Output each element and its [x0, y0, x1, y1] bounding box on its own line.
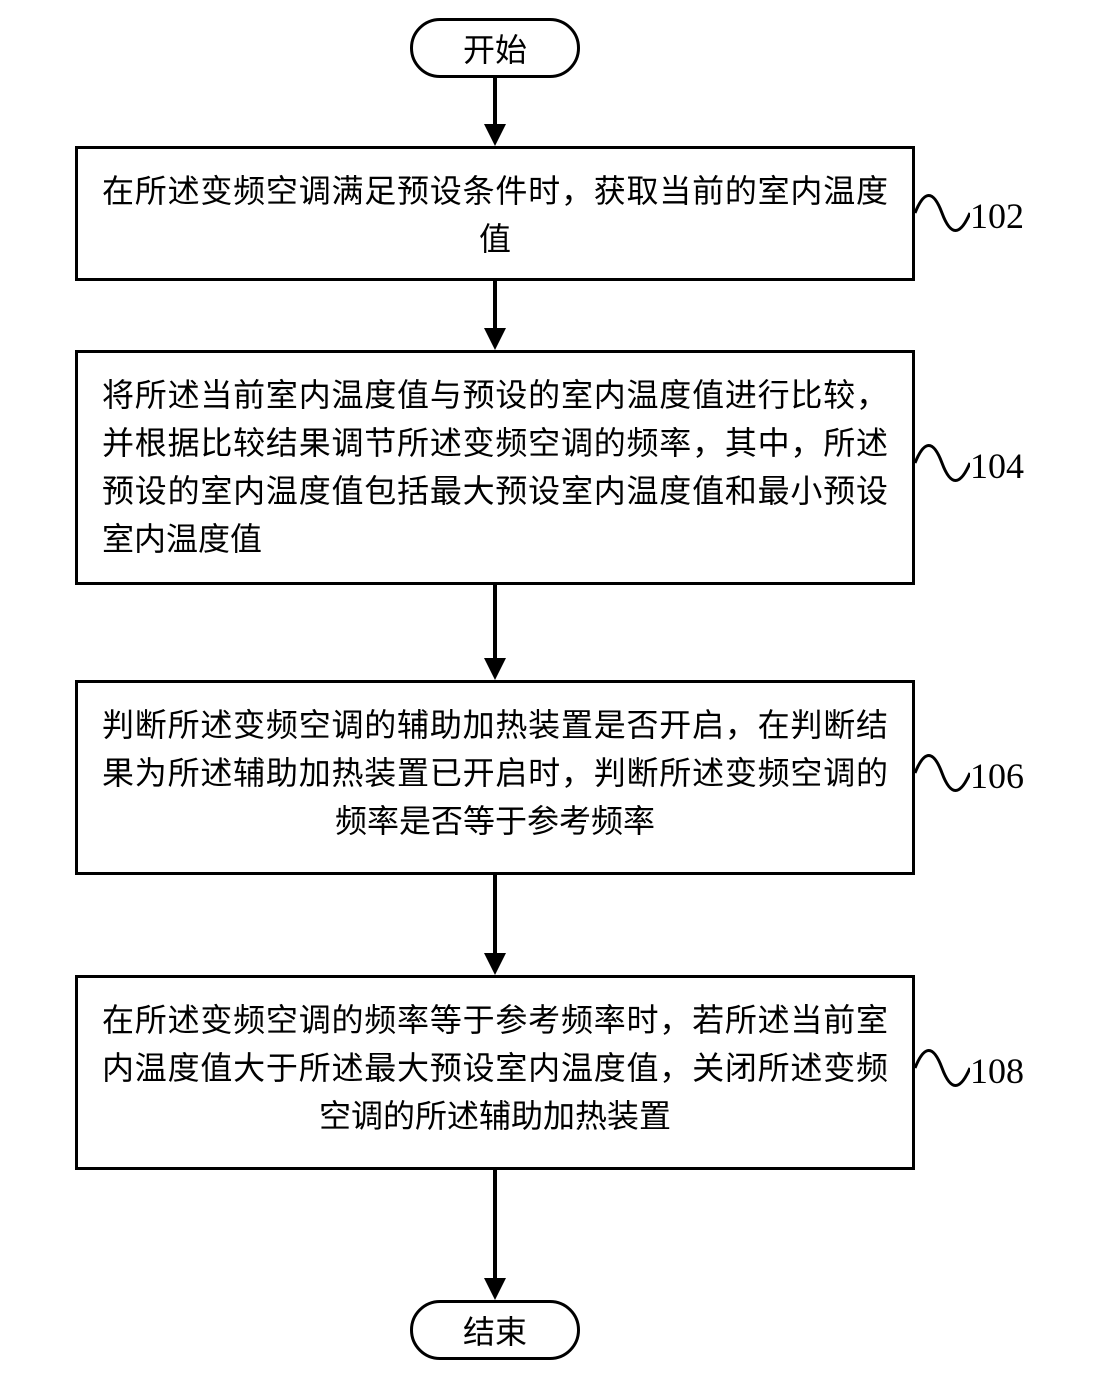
- terminal-start-text: 开始: [463, 25, 527, 71]
- process-text-106: 判断所述变频空调的辅助加热装置是否开启，在判断结果为所述辅助加热装置已开启时，判…: [102, 707, 888, 839]
- terminal-end: 结束: [410, 1300, 580, 1360]
- terminal-start: 开始: [410, 18, 580, 78]
- process-step-108: 在所述变频空调的频率等于参考频率时，若所述当前室内温度值大于所述最大预设室内温度…: [75, 975, 915, 1170]
- step-label-108: 108: [970, 1050, 1024, 1092]
- wave-connector-106: [915, 743, 970, 803]
- process-step-104: 将所述当前室内温度值与预设的室内温度值进行比较，并根据比较结果调节所述变频空调的…: [75, 350, 915, 585]
- step-label-104: 104: [970, 445, 1024, 487]
- process-text-102: 在所述变频空调满足预设条件时，获取当前的室内温度值: [102, 173, 888, 257]
- process-step-102: 在所述变频空调满足预设条件时，获取当前的室内温度值: [75, 146, 915, 281]
- process-text-104: 将所述当前室内温度值与预设的室内温度值进行比较，并根据比较结果调节所述变频空调的…: [102, 377, 888, 557]
- wave-connector-104: [915, 433, 970, 493]
- process-text-108: 在所述变频空调的频率等于参考频率时，若所述当前室内温度值大于所述最大预设室内温度…: [102, 1002, 888, 1134]
- terminal-end-text: 结束: [463, 1307, 527, 1353]
- step-label-106: 106: [970, 755, 1024, 797]
- step-label-102: 102: [970, 195, 1024, 237]
- process-step-106: 判断所述变频空调的辅助加热装置是否开启，在判断结果为所述辅助加热装置已开启时，判…: [75, 680, 915, 875]
- flowchart-container: 开始 在所述变频空调满足预设条件时，获取当前的室内温度值 102 将所述当前室内…: [0, 0, 1107, 1385]
- wave-connector-108: [915, 1038, 970, 1098]
- wave-connector-102: [915, 183, 970, 243]
